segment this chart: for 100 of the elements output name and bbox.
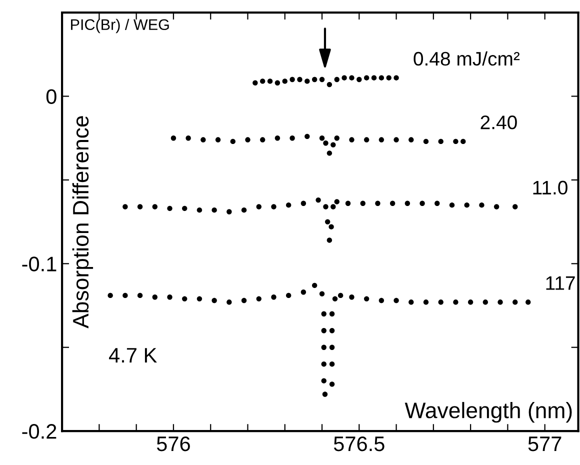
point <box>152 294 158 300</box>
legend-label: 117 <box>546 276 575 290</box>
point <box>196 207 202 213</box>
point <box>300 200 306 206</box>
point <box>360 200 366 206</box>
point <box>423 300 429 305</box>
point <box>271 294 276 300</box>
series-label: 0.48 mJ/cm² <box>414 51 520 66</box>
point <box>434 200 440 206</box>
point <box>349 294 354 300</box>
point <box>241 298 247 304</box>
point <box>371 75 377 80</box>
point <box>453 300 458 305</box>
point <box>122 292 128 298</box>
point <box>230 138 236 144</box>
point <box>304 134 310 140</box>
point <box>200 137 206 142</box>
point <box>408 300 414 305</box>
point <box>170 136 176 141</box>
point <box>326 150 332 156</box>
point <box>182 296 188 302</box>
point <box>274 80 280 86</box>
point <box>378 137 384 142</box>
point <box>245 137 250 142</box>
annotation: PIC(Br) / WEG <box>71 18 169 34</box>
point <box>152 204 158 210</box>
series-label: 2.40 <box>480 116 517 130</box>
point <box>186 136 191 141</box>
point <box>282 78 288 84</box>
y-tick-label: -0.1 <box>22 256 56 272</box>
point <box>122 204 128 210</box>
point <box>329 361 335 367</box>
y-axis-title: Absorption Difference <box>72 116 94 328</box>
point <box>423 138 429 144</box>
point <box>494 204 500 210</box>
point <box>378 298 384 304</box>
point <box>321 378 326 384</box>
point <box>394 75 399 80</box>
point <box>512 300 518 305</box>
point <box>334 136 340 141</box>
point <box>386 75 392 80</box>
point <box>330 142 336 148</box>
annotation: 4.7 K <box>108 348 157 362</box>
point <box>274 136 280 141</box>
point <box>460 138 466 144</box>
point <box>338 292 344 298</box>
point <box>349 75 354 80</box>
legend-label: 11.0 <box>533 180 568 195</box>
point <box>390 200 396 206</box>
point <box>328 224 334 230</box>
point <box>498 300 503 305</box>
point <box>256 204 262 210</box>
point <box>212 207 217 213</box>
point <box>108 292 113 298</box>
point <box>252 80 258 86</box>
point <box>271 204 276 210</box>
point <box>300 290 306 295</box>
point <box>260 137 266 142</box>
point <box>267 78 273 84</box>
point <box>290 76 295 82</box>
point <box>364 296 370 302</box>
point <box>319 136 325 141</box>
y-tick-label: 0 <box>46 89 56 104</box>
point <box>464 202 470 208</box>
point <box>329 344 335 350</box>
point <box>329 382 335 387</box>
point <box>438 300 444 305</box>
point <box>482 300 488 305</box>
point <box>334 76 340 82</box>
point <box>167 206 172 212</box>
point <box>334 199 340 204</box>
point <box>453 138 458 144</box>
point <box>196 296 202 302</box>
x-tick-label: 576 <box>156 436 190 452</box>
point <box>286 292 292 298</box>
point <box>321 311 326 316</box>
point <box>449 202 455 208</box>
point <box>408 137 414 142</box>
point <box>479 202 484 208</box>
point <box>321 344 326 350</box>
x-tick-label: 576.5 <box>334 436 384 452</box>
point <box>375 200 380 206</box>
point <box>364 137 370 142</box>
point <box>326 238 332 243</box>
point <box>316 197 321 203</box>
point <box>297 76 302 82</box>
point <box>312 76 318 82</box>
point <box>326 82 332 88</box>
point <box>319 76 325 82</box>
point <box>321 361 326 367</box>
point <box>226 300 232 305</box>
point <box>324 219 330 224</box>
point <box>323 204 328 210</box>
point <box>468 300 474 305</box>
point <box>378 75 384 80</box>
point <box>241 207 247 213</box>
x-axis-title: Wavelength (nm) <box>404 402 572 423</box>
point <box>420 200 425 206</box>
point <box>329 328 335 334</box>
point <box>322 392 328 397</box>
